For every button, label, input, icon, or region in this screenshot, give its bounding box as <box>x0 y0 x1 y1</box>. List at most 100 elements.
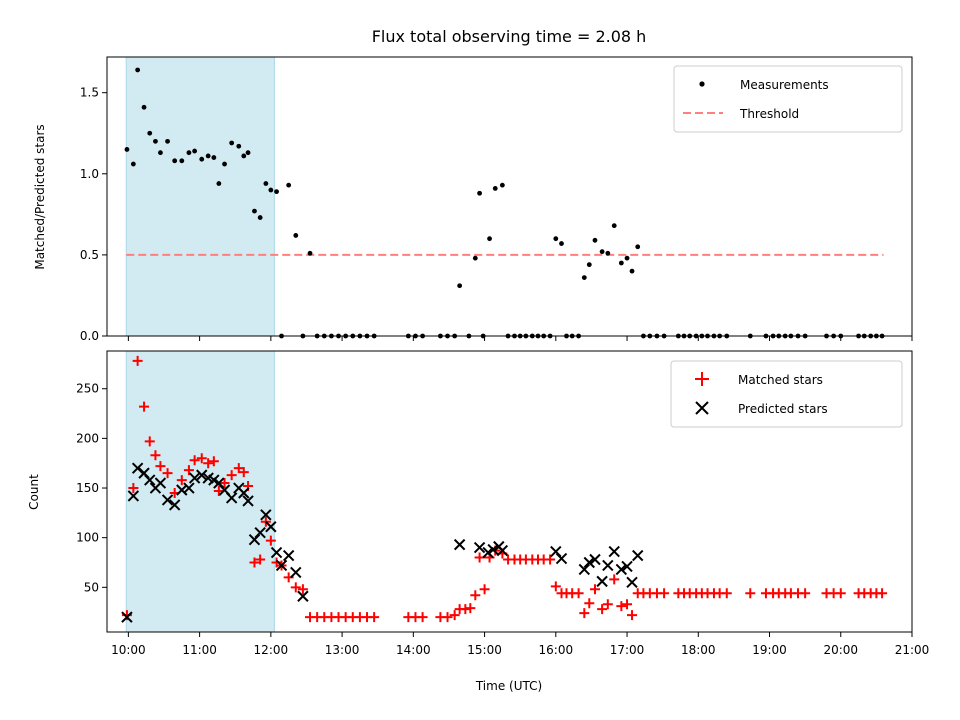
matched-stars-point <box>290 582 301 593</box>
matched-stars-point <box>132 355 143 366</box>
matched-stars-point <box>465 603 476 614</box>
top-axes: 0.0 0.5 1.0 1.5 <box>80 86 913 343</box>
legend-predicted-marker <box>695 401 709 415</box>
measurements-point <box>229 140 235 146</box>
bottom-ytick-label: 100 <box>76 531 99 545</box>
measurements-point <box>559 241 564 246</box>
matched-stars-point <box>128 483 139 494</box>
xtick-label: 20:00 <box>823 643 858 657</box>
measurements-point <box>124 147 130 152</box>
matched-stars-point <box>176 475 187 486</box>
matched-stars-point <box>442 612 453 623</box>
measurements-point <box>222 161 227 167</box>
matched-stars-point <box>189 455 200 466</box>
matched-stars-point <box>800 588 811 599</box>
predicted-stars-point <box>196 469 208 481</box>
predicted-stars-point <box>254 526 266 539</box>
measurements-point <box>586 262 592 268</box>
matched-stars-point <box>835 588 846 599</box>
matched-stars-point <box>219 478 230 489</box>
matched-stars-point <box>226 470 237 481</box>
matched-stars-point <box>238 467 249 478</box>
predicted-stars-point <box>282 549 295 562</box>
top-legend: Measurements Threshold <box>673 65 903 133</box>
matched-stars-point <box>584 598 595 609</box>
matched-stars-point <box>297 584 308 595</box>
measurements-point <box>624 255 630 261</box>
measurements-point <box>293 233 299 238</box>
measurements-point <box>241 153 247 159</box>
xtick-label: 14:00 <box>396 643 431 657</box>
measurements-point <box>153 138 158 144</box>
predicted-stars-point <box>242 495 254 507</box>
matched-stars-point <box>609 574 620 585</box>
predicted-stars-point <box>144 474 156 486</box>
predicted-stars-point <box>176 484 188 496</box>
matched-stars-point <box>877 588 888 599</box>
measurements-point <box>499 182 505 188</box>
matched-stars-point <box>745 588 756 599</box>
measurements-point <box>286 182 292 188</box>
predicted-stars-point <box>161 494 174 506</box>
measurements-point <box>186 150 192 156</box>
predicted-stars-point <box>154 477 167 489</box>
predicted-stars-point <box>297 590 309 602</box>
predicted-stars-point <box>121 611 133 623</box>
top-ytick-label: 0.0 <box>80 329 99 343</box>
predicted-stars-point <box>583 556 595 569</box>
bottom-plot-area <box>121 350 888 633</box>
xtick-label: 13:00 <box>325 643 360 657</box>
bottom-legend-box <box>670 360 903 428</box>
measurements-point <box>635 244 641 250</box>
measurements-point <box>245 150 251 156</box>
matched-stars-point <box>255 554 266 565</box>
predicted-stars-point <box>453 538 466 551</box>
xtick-label: 11:00 <box>182 643 217 657</box>
measurements-point <box>141 104 147 110</box>
matched-stars-point <box>545 554 556 565</box>
measurements-point <box>158 150 163 156</box>
bottom-ytick-label: 250 <box>76 382 99 396</box>
measurements-point <box>147 130 153 136</box>
measurements-point <box>592 237 598 243</box>
measurements-point <box>307 250 313 256</box>
measurements-point <box>130 161 136 167</box>
measurements-point <box>274 189 279 195</box>
predicted-stars-point <box>290 566 302 579</box>
xtick-label: 17:00 <box>610 643 645 657</box>
matched-stars-point <box>150 450 161 461</box>
bottom-ytick-label: 200 <box>76 431 99 445</box>
predicted-stars-point <box>578 563 591 576</box>
predicted-stars-point <box>608 545 620 558</box>
matched-stars-point <box>579 608 590 619</box>
matched-stars-point <box>208 456 219 467</box>
matched-stars-point <box>369 612 380 623</box>
predicted-stars-point <box>183 482 195 494</box>
predicted-stars-point <box>168 499 181 511</box>
measurements-point <box>618 260 624 266</box>
measurements-point <box>263 181 269 186</box>
top-ytick-label: 0.5 <box>80 248 99 262</box>
bottom-panel: 50 100 150 200 250 10:00 11:00 12:00 13:00 14:00 1… <box>27 350 929 693</box>
predicted-stars-point <box>238 487 250 499</box>
measurements-point <box>457 283 463 289</box>
bottom-axes: 50 100 150 200 250 10:00 11:00 12:00 13:00 14:00 1… <box>76 382 929 657</box>
predicted-stars-point <box>632 549 644 562</box>
bottom-legend: Matched stars Predicted stars <box>670 360 903 428</box>
matched-stars-point <box>155 461 166 472</box>
bottom-ylabel: Count <box>27 474 41 510</box>
matched-stars-point <box>627 610 638 621</box>
measurements-point <box>199 156 205 162</box>
matched-stars-point <box>144 436 155 447</box>
measurements-point <box>252 208 257 214</box>
legend-measurements-marker <box>699 81 705 87</box>
top-observing-window <box>125 56 275 337</box>
matched-stars-point <box>265 535 276 546</box>
xtick-label: 10:00 <box>111 643 146 657</box>
predicted-stars-point <box>487 543 499 556</box>
xtick-label: 16:00 <box>539 643 574 657</box>
matched-stars-point <box>470 590 481 601</box>
measurements-point <box>492 185 498 191</box>
measurements-point <box>179 158 185 164</box>
